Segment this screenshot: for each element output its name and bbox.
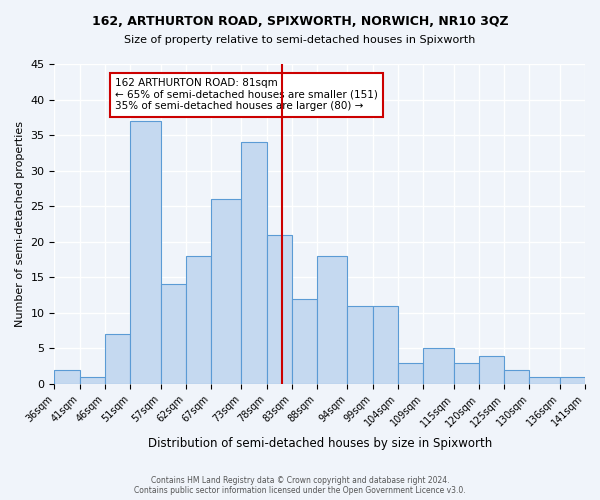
Bar bbox=[211, 199, 241, 384]
Text: Contains HM Land Registry data © Crown copyright and database right 2024.
Contai: Contains HM Land Registry data © Crown c… bbox=[134, 476, 466, 495]
Bar bbox=[423, 348, 454, 384]
Bar bbox=[80, 377, 105, 384]
Bar bbox=[529, 377, 560, 384]
Bar bbox=[292, 298, 317, 384]
Bar bbox=[398, 362, 423, 384]
Bar bbox=[347, 306, 373, 384]
Bar bbox=[241, 142, 266, 384]
Text: 162, ARTHURTON ROAD, SPIXWORTH, NORWICH, NR10 3QZ: 162, ARTHURTON ROAD, SPIXWORTH, NORWICH,… bbox=[92, 15, 508, 28]
Bar bbox=[266, 234, 292, 384]
Bar bbox=[105, 334, 130, 384]
Bar bbox=[504, 370, 529, 384]
Bar bbox=[454, 362, 479, 384]
Bar bbox=[560, 377, 585, 384]
Text: Size of property relative to semi-detached houses in Spixworth: Size of property relative to semi-detach… bbox=[124, 35, 476, 45]
Bar bbox=[55, 370, 80, 384]
X-axis label: Distribution of semi-detached houses by size in Spixworth: Distribution of semi-detached houses by … bbox=[148, 437, 492, 450]
Bar bbox=[479, 356, 504, 384]
Y-axis label: Number of semi-detached properties: Number of semi-detached properties bbox=[15, 121, 25, 327]
Bar bbox=[373, 306, 398, 384]
Text: 162 ARTHURTON ROAD: 81sqm
← 65% of semi-detached houses are smaller (151)
35% of: 162 ARTHURTON ROAD: 81sqm ← 65% of semi-… bbox=[115, 78, 378, 112]
Bar bbox=[186, 256, 211, 384]
Bar bbox=[161, 284, 186, 384]
Bar bbox=[317, 256, 347, 384]
Bar bbox=[130, 121, 161, 384]
